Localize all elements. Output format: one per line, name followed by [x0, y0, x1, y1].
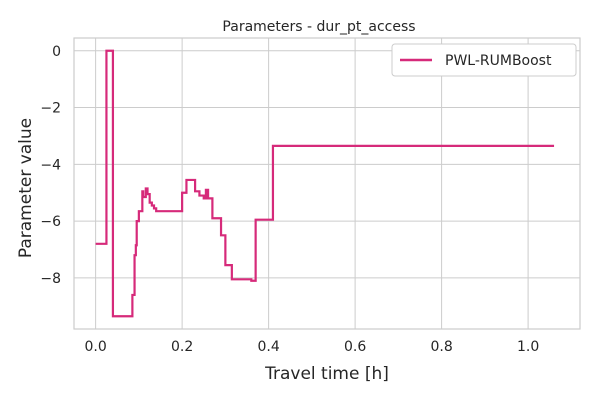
y-tick-labels: 0 −2 −4 −6 −8	[40, 44, 61, 287]
x-tick-label: 1.0	[517, 339, 539, 355]
y-tick-label: −4	[40, 157, 61, 173]
chart-title: Parameters - dur_pt_access	[222, 19, 415, 35]
legend-frame	[391, 43, 577, 77]
x-tick-label: 0.2	[171, 339, 193, 355]
x-tick-label: 0.6	[344, 339, 366, 355]
legend-label: PWL-RUMBoost	[445, 53, 552, 69]
plot-frame	[73, 37, 581, 330]
series-layer	[95, 49, 555, 318]
y-tick-label: −6	[40, 214, 61, 230]
series-line-0	[95, 49, 555, 318]
x-tick-label: 0.4	[257, 339, 279, 355]
x-tick-label: 0.8	[430, 339, 452, 355]
x-axis-label: Travel time [h]	[264, 364, 389, 384]
y-axis-label: Parameter value	[16, 118, 36, 258]
x-tick-labels: 0.0 0.2 0.4 0.6 0.8 1.0	[84, 339, 539, 355]
grid	[74, 38, 580, 329]
y-tick-label: 0	[52, 44, 61, 60]
y-tick-label: −2	[40, 101, 61, 117]
y-tick-label: −8	[40, 271, 61, 287]
x-tick-label: 0.0	[84, 339, 106, 355]
legend: PWL-RUMBoost	[391, 43, 577, 77]
